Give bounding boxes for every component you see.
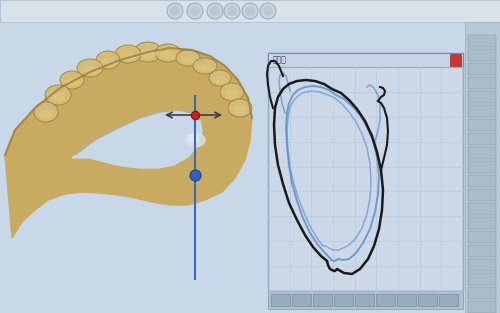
Circle shape — [170, 6, 180, 16]
Ellipse shape — [115, 45, 141, 63]
Bar — [468, 259, 496, 271]
Circle shape — [242, 3, 258, 19]
Circle shape — [210, 6, 220, 16]
Bar — [468, 231, 496, 243]
Bar — [355, 294, 374, 306]
Ellipse shape — [102, 59, 114, 66]
Bar — [468, 189, 496, 201]
Bar — [268, 53, 463, 291]
Ellipse shape — [140, 50, 156, 58]
Circle shape — [260, 3, 276, 19]
Ellipse shape — [176, 50, 200, 66]
Circle shape — [227, 6, 237, 16]
Ellipse shape — [220, 83, 244, 101]
Bar — [468, 245, 496, 257]
Bar — [0, 0, 500, 22]
Circle shape — [187, 3, 203, 19]
Bar — [468, 133, 496, 145]
Text: 小轮廓: 小轮廓 — [273, 55, 287, 64]
Bar — [468, 203, 496, 215]
Circle shape — [245, 6, 255, 16]
Bar — [313, 294, 332, 306]
Ellipse shape — [83, 66, 97, 74]
Bar — [468, 147, 496, 159]
Ellipse shape — [121, 52, 135, 59]
Bar — [334, 294, 353, 306]
Circle shape — [167, 3, 183, 19]
Ellipse shape — [34, 102, 58, 122]
Bar — [468, 287, 496, 299]
Bar — [468, 49, 496, 61]
Polygon shape — [72, 110, 202, 168]
Bar — [468, 105, 496, 117]
Bar — [376, 294, 395, 306]
Bar — [450, 54, 461, 66]
Polygon shape — [5, 48, 252, 238]
Ellipse shape — [161, 51, 175, 59]
Ellipse shape — [234, 106, 246, 114]
Ellipse shape — [134, 42, 162, 62]
Ellipse shape — [77, 59, 103, 77]
Ellipse shape — [60, 71, 84, 89]
Ellipse shape — [182, 57, 194, 63]
Ellipse shape — [198, 65, 211, 71]
Circle shape — [224, 3, 240, 19]
Ellipse shape — [66, 78, 78, 85]
Bar — [397, 294, 416, 306]
Circle shape — [190, 6, 200, 16]
Ellipse shape — [228, 99, 252, 117]
Bar — [468, 119, 496, 131]
Bar — [468, 91, 496, 103]
Ellipse shape — [155, 44, 181, 62]
Bar — [468, 63, 496, 75]
Bar — [468, 35, 496, 47]
Ellipse shape — [226, 90, 238, 98]
Ellipse shape — [96, 51, 120, 69]
Ellipse shape — [193, 58, 217, 74]
Bar — [439, 294, 458, 306]
Bar — [468, 161, 496, 173]
Ellipse shape — [188, 135, 198, 141]
Bar — [465, 22, 500, 313]
Bar — [468, 273, 496, 285]
Ellipse shape — [51, 93, 65, 101]
Ellipse shape — [40, 110, 52, 118]
Bar — [268, 291, 463, 309]
Circle shape — [263, 6, 273, 16]
Bar — [418, 294, 437, 306]
Bar — [468, 217, 496, 229]
Ellipse shape — [209, 70, 231, 86]
Bar — [468, 77, 496, 89]
Bar — [271, 294, 290, 306]
Circle shape — [207, 3, 223, 19]
Ellipse shape — [214, 77, 226, 83]
Bar — [468, 301, 496, 313]
Bar — [468, 175, 496, 187]
Bar — [268, 53, 463, 67]
Ellipse shape — [45, 85, 71, 105]
Ellipse shape — [185, 133, 205, 147]
Bar — [292, 294, 311, 306]
